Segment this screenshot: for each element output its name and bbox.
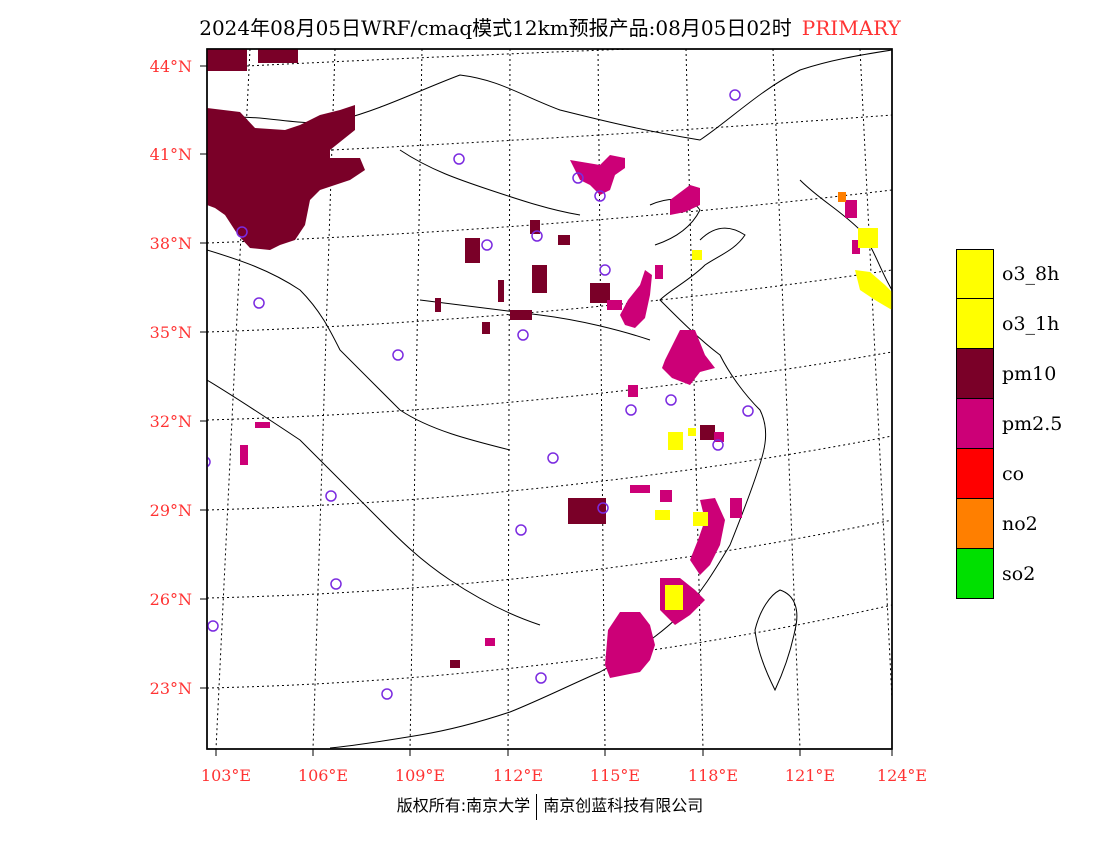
o3-region-shandong bbox=[692, 250, 702, 260]
o3-region-zhejiang bbox=[693, 512, 708, 526]
pm25-region-korea-2 bbox=[852, 240, 860, 254]
o3-zones bbox=[655, 228, 892, 610]
legend-label: o3_8h bbox=[1002, 263, 1060, 285]
pm10-region-inner-mongolia bbox=[207, 105, 365, 250]
pm10-region-small-4 bbox=[510, 310, 532, 320]
pm10-region-north-edge bbox=[207, 49, 247, 71]
lon-label-118: 118°E bbox=[687, 766, 739, 785]
pm10-region-shanghai bbox=[700, 425, 715, 440]
lat-label-29: 29°N bbox=[149, 501, 192, 520]
legend-label: co bbox=[1002, 463, 1025, 485]
legend-swatch bbox=[956, 499, 994, 549]
pm10-region-shandong bbox=[590, 283, 610, 303]
pm25-region-small-6 bbox=[485, 638, 495, 646]
pm25-region-small-7 bbox=[730, 498, 742, 518]
pm10-region-small-6 bbox=[558, 235, 570, 245]
pm10-zones bbox=[207, 49, 715, 668]
pm25-region-small-8 bbox=[655, 265, 663, 279]
o3-region-jiangsu bbox=[668, 432, 683, 450]
no2-zone bbox=[838, 192, 846, 202]
lon-label-109: 109°E bbox=[394, 766, 446, 785]
pm10-region-hebei bbox=[532, 265, 547, 293]
legend-swatch bbox=[956, 449, 994, 499]
pm25-region-guangdong bbox=[605, 612, 655, 678]
pm10-region-small-5 bbox=[530, 220, 540, 234]
copyright-footer: 版权所有:南京大学 南京创蓝科技有限公司 bbox=[0, 792, 1100, 820]
lat-label-26: 26°N bbox=[149, 590, 192, 609]
pm25-region-fujian bbox=[690, 498, 725, 575]
o3-region-korea bbox=[858, 228, 878, 248]
pm25-region-small-3 bbox=[628, 385, 638, 397]
station-markers bbox=[207, 89, 754, 700]
lat-label-44: 44°N bbox=[149, 57, 192, 76]
pm10-region-small-3 bbox=[482, 322, 490, 334]
pm10-region-jiangxi bbox=[568, 498, 606, 524]
lat-label-41: 41°N bbox=[149, 145, 192, 164]
legend-label: pm2.5 bbox=[1002, 413, 1063, 435]
pm10-region-small-2 bbox=[435, 298, 441, 312]
lat-label-35: 35°N bbox=[149, 323, 192, 342]
pm25-region-hebei-south bbox=[620, 270, 652, 328]
lon-label-115: 115°E bbox=[589, 766, 641, 785]
legend-swatch bbox=[956, 299, 994, 349]
pm25-region-small-2 bbox=[255, 422, 270, 428]
o3-region-yellow-sea bbox=[855, 270, 892, 310]
pm25-region-small-5 bbox=[630, 485, 650, 493]
legend-label: o3_1h bbox=[1002, 313, 1060, 335]
lon-label-124: 124°E bbox=[876, 766, 928, 785]
map-title: 2024年08月05日WRF/cmaq模式12km预报产品:08月05日02时 P… bbox=[0, 12, 1100, 41]
pm10-region-north-edge-2 bbox=[258, 49, 298, 63]
pm25-region-small-4 bbox=[660, 490, 672, 502]
pm10-region-small-7 bbox=[450, 660, 460, 668]
title-text: 2024年08月05日WRF/cmaq模式12km预报产品:08月05日02时 bbox=[199, 16, 792, 40]
legend-swatch bbox=[956, 349, 994, 399]
pm25-region-anhui bbox=[662, 330, 715, 385]
o3-region-small bbox=[655, 510, 670, 520]
lat-label-32: 32°N bbox=[149, 412, 192, 431]
o3-region-small-2 bbox=[688, 428, 696, 436]
pm25-region-liaoning bbox=[670, 185, 700, 215]
lon-label-112: 112°E bbox=[492, 766, 544, 785]
legend-label: no2 bbox=[1002, 513, 1038, 535]
pm25-region-small-9 bbox=[607, 300, 622, 310]
pm25-zones bbox=[240, 155, 860, 678]
lon-label-103: 103°E bbox=[200, 766, 252, 785]
pm25-region-beijing bbox=[570, 155, 625, 195]
legend-swatch bbox=[956, 549, 994, 599]
copyright-left: 版权所有:南京大学 bbox=[396, 796, 531, 815]
pm25-region-korea bbox=[845, 200, 857, 218]
lon-label-121: 121°E bbox=[784, 766, 836, 785]
legend-label: so2 bbox=[1002, 563, 1036, 585]
map-content bbox=[207, 49, 892, 749]
copyright-right: 南京创蓝科技有限公司 bbox=[543, 796, 704, 815]
lat-label-38: 38°N bbox=[149, 234, 192, 253]
pm25-region-small-10 bbox=[714, 432, 724, 442]
primary-tag: PRIMARY bbox=[801, 16, 901, 40]
legend-swatch bbox=[956, 399, 994, 449]
lon-label-106: 106°E bbox=[297, 766, 349, 785]
legend-swatch bbox=[956, 249, 994, 299]
lat-label-23: 23°N bbox=[149, 679, 192, 698]
pm10-region-small-1 bbox=[498, 280, 504, 302]
o3-region-fujian bbox=[665, 585, 683, 610]
legend-label: pm10 bbox=[1002, 363, 1057, 385]
latitude-gridlines bbox=[207, 49, 892, 689]
pm10-region-shanxi bbox=[465, 238, 480, 263]
pm25-region-small-1 bbox=[240, 445, 248, 465]
axis-ticks bbox=[200, 65, 893, 756]
footer-separator bbox=[536, 793, 538, 820]
